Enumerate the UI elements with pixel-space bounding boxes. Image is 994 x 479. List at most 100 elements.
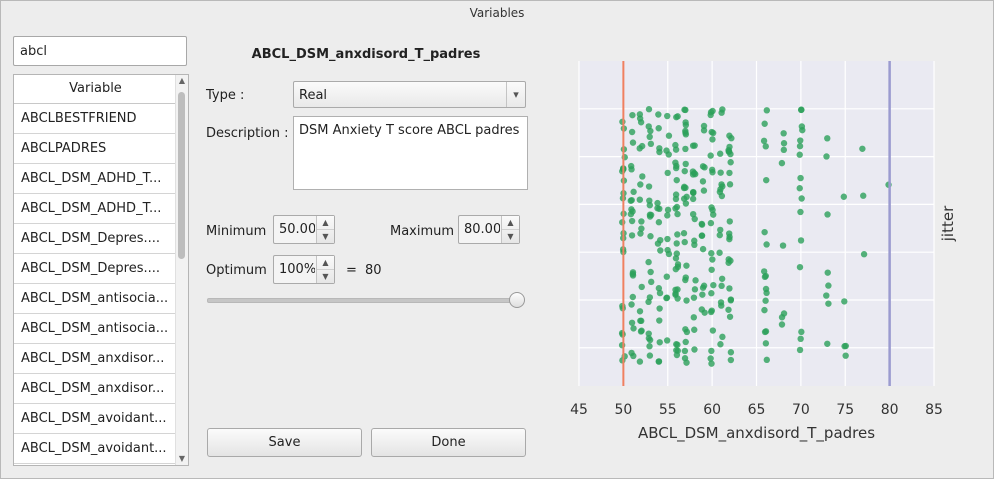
x-tick-label: 75	[836, 402, 854, 418]
x-tick-label: 65	[748, 402, 766, 418]
list-item[interactable]: ABCL_DSM_anxdisor...	[14, 374, 177, 404]
data-point	[657, 236, 664, 244]
list-item[interactable]: ABCL_DSM_avoidant...	[14, 434, 177, 464]
list-scrollbar[interactable]: ▲ ▼	[175, 75, 188, 465]
data-point	[673, 240, 680, 247]
data-point	[778, 314, 786, 321]
data-point	[629, 269, 637, 276]
data-point	[717, 186, 724, 193]
data-point	[645, 123, 652, 130]
data-point	[628, 206, 635, 213]
chevron-down-icon[interactable]: ▾	[506, 82, 525, 107]
type-select-value: Real	[299, 88, 328, 103]
optimum-value[interactable]: 100%	[279, 262, 315, 277]
decrement-icon[interactable]: ▼	[322, 272, 329, 281]
variable-list[interactable]: Variable ABCLBESTFRIEND ABCLPADRES ABCL_…	[13, 74, 189, 466]
data-point	[762, 297, 769, 304]
list-item[interactable]: ABCL_DSM_ADHD_T...	[14, 194, 177, 224]
minimum-value[interactable]: 50.00	[279, 222, 315, 237]
data-point	[823, 153, 830, 160]
minimum-spinbox[interactable]: 50.00 ▲ ▼	[273, 215, 335, 244]
maximum-spinbox[interactable]: 80.00 ▲ ▼	[458, 215, 520, 244]
save-button[interactable]: Save	[207, 428, 362, 457]
data-point	[690, 294, 698, 301]
data-point	[663, 273, 671, 280]
data-point	[716, 231, 723, 239]
data-point	[761, 306, 768, 314]
data-point	[762, 143, 769, 150]
data-point	[796, 263, 804, 271]
data-point	[639, 173, 646, 180]
data-point	[681, 347, 689, 355]
data-point	[780, 146, 788, 154]
data-point	[709, 327, 717, 334]
data-point	[699, 178, 707, 185]
data-point	[780, 130, 787, 137]
maximum-spin-buttons: ▲ ▼	[501, 216, 519, 243]
data-point	[690, 189, 697, 196]
minimum-spin-buttons: ▲ ▼	[316, 216, 334, 243]
optimum-spinbox[interactable]: 100% ▲ ▼	[273, 255, 335, 284]
data-point	[638, 283, 645, 291]
maximum-value[interactable]: 80.00	[464, 222, 500, 237]
list-item[interactable]: ABCL_DSM_avoidant...	[14, 404, 177, 434]
increment-icon[interactable]: ▲	[317, 256, 334, 270]
scrollbar-thumb[interactable]	[178, 92, 185, 259]
list-item[interactable]: ABCL_DSM_antisocia...	[14, 284, 177, 314]
description-label: Description :	[206, 126, 289, 141]
data-point	[707, 308, 715, 316]
data-point	[797, 237, 805, 244]
type-label: Type :	[206, 88, 245, 103]
data-point	[629, 139, 637, 146]
list-item[interactable]: ABCL_DSM_Depres....	[14, 254, 177, 284]
data-point	[760, 268, 768, 275]
type-select[interactable]: Real ▾	[293, 81, 526, 108]
data-point	[763, 107, 771, 114]
data-point	[646, 133, 653, 141]
scroll-down-icon[interactable]: ▼	[178, 454, 186, 463]
list-item[interactable]: ABCL_DSM_antisocia...	[14, 314, 177, 344]
list-item[interactable]: ABCL_DSM_anxdisor...	[14, 344, 177, 374]
search-input[interactable]	[13, 36, 187, 66]
data-point	[681, 238, 688, 246]
decrement-icon[interactable]: ▼	[322, 232, 329, 241]
data-point	[701, 309, 708, 316]
data-point	[842, 342, 849, 350]
data-point	[637, 230, 644, 237]
data-point	[798, 195, 805, 202]
data-point	[628, 349, 635, 357]
x-tick-label: 50	[614, 402, 632, 418]
data-point	[761, 273, 769, 281]
data-point	[727, 349, 735, 356]
data-point	[699, 245, 707, 253]
data-point	[708, 250, 715, 257]
decrement-icon[interactable]: ▼	[507, 232, 514, 241]
data-point	[674, 210, 681, 218]
data-point	[654, 199, 661, 207]
list-item[interactable]: ABCLPADRES	[14, 134, 177, 164]
optimum-slider-handle[interactable]	[509, 292, 525, 308]
description-textarea[interactable]: DSM Anxiety T score ABCL padres	[293, 116, 528, 190]
increment-icon[interactable]: ▲	[317, 216, 334, 230]
data-point	[664, 112, 671, 120]
data-point	[762, 285, 770, 293]
data-point	[664, 246, 671, 254]
data-point	[646, 294, 654, 301]
increment-icon[interactable]: ▲	[502, 216, 519, 230]
list-header-variable[interactable]: Variable	[14, 75, 177, 104]
done-button[interactable]: Done	[371, 428, 526, 457]
list-item[interactable]: ABCL_DSM_Depres....	[14, 224, 177, 254]
data-point	[628, 166, 635, 173]
list-item[interactable]: ABCLBESTFRIEND	[14, 104, 177, 134]
data-point	[825, 300, 832, 307]
list-item[interactable]: ABCL_DSM_ADHD_T...	[14, 164, 177, 194]
optimum-slider-track[interactable]	[207, 298, 521, 303]
data-point	[683, 359, 690, 366]
data-point	[709, 129, 717, 137]
data-point	[656, 305, 663, 312]
data-point	[691, 286, 699, 293]
data-point	[664, 169, 671, 177]
scroll-up-icon[interactable]: ▲	[178, 76, 186, 85]
data-point	[638, 317, 645, 325]
data-point	[691, 237, 698, 244]
